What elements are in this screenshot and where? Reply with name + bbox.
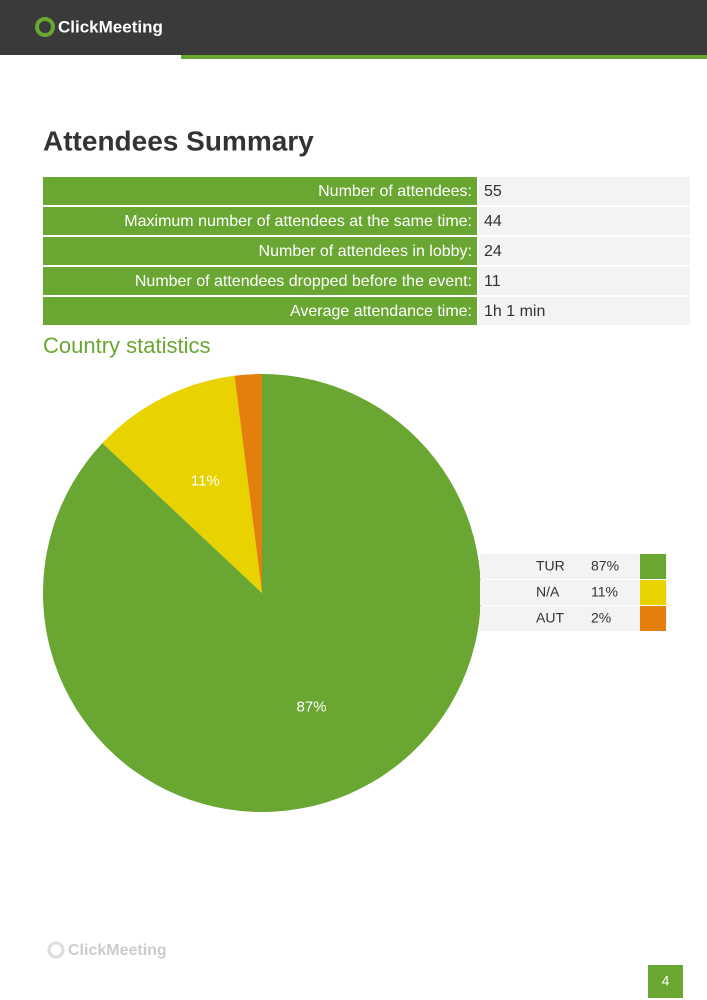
legend-name: AUT bbox=[536, 610, 564, 626]
label-cell bbox=[43, 237, 477, 265]
legend-swatch bbox=[640, 580, 666, 605]
legend-row bbox=[480, 580, 667, 605]
legend-row bbox=[480, 554, 667, 579]
value-cell bbox=[479, 267, 690, 295]
value-cell bbox=[479, 297, 690, 325]
row-value: 55 bbox=[484, 183, 502, 200]
slice bbox=[102, 375, 263, 593]
row-value: 44 bbox=[484, 213, 502, 230]
legend-name: N/A bbox=[536, 584, 560, 600]
chart-title: Country statistics bbox=[43, 333, 211, 358]
row-value: 24 bbox=[484, 243, 502, 260]
legend-value: 2% bbox=[591, 610, 611, 626]
row-label: Average attendance time: bbox=[290, 303, 472, 320]
label-cell bbox=[43, 207, 477, 235]
row-value: 11 bbox=[484, 273, 501, 290]
row-label: Number of attendees: bbox=[318, 183, 472, 200]
row-value: 1h 1 min bbox=[484, 303, 545, 320]
summary-table: Number of attendees: 55 Maximum number of … bbox=[43, 177, 690, 325]
row-label: Number of attendees in lobby: bbox=[259, 243, 472, 260]
footer-logo: ClickMeeting bbox=[68, 942, 167, 959]
legend-row bbox=[480, 606, 667, 631]
footer-logo-icon bbox=[47, 941, 65, 959]
logo-icon bbox=[35, 17, 55, 37]
value-cell bbox=[479, 177, 690, 205]
header-accent bbox=[181, 55, 707, 59]
label-cell bbox=[43, 267, 477, 295]
header-bar bbox=[0, 0, 707, 55]
legend-name: TUR bbox=[536, 558, 565, 574]
logo[interactable]: ClickMeeting bbox=[58, 17, 163, 36]
slice-label: 87% bbox=[297, 699, 327, 716]
value-cell bbox=[479, 207, 690, 235]
legend: TUR 87% N/A 11% AUT 2% bbox=[480, 554, 667, 631]
legend-value: 11% bbox=[591, 584, 618, 600]
label-cell bbox=[43, 177, 477, 205]
legend-swatch bbox=[640, 554, 666, 579]
page-title: Attendees Summary bbox=[43, 125, 314, 156]
row-label: Maximum number of attendees at the same … bbox=[124, 213, 472, 230]
slice bbox=[234, 374, 262, 593]
page-number: 4 bbox=[662, 973, 670, 989]
row-label: Number of attendees dropped before the e… bbox=[135, 273, 472, 290]
value-cell bbox=[479, 237, 690, 265]
slice-label: 11% bbox=[191, 473, 220, 490]
page-number-box bbox=[648, 965, 683, 998]
slice bbox=[43, 374, 482, 812]
pie: 87% 11% bbox=[43, 374, 482, 812]
legend-value: 87% bbox=[591, 558, 619, 574]
label-cell bbox=[43, 297, 477, 325]
legend-swatch bbox=[640, 606, 666, 631]
